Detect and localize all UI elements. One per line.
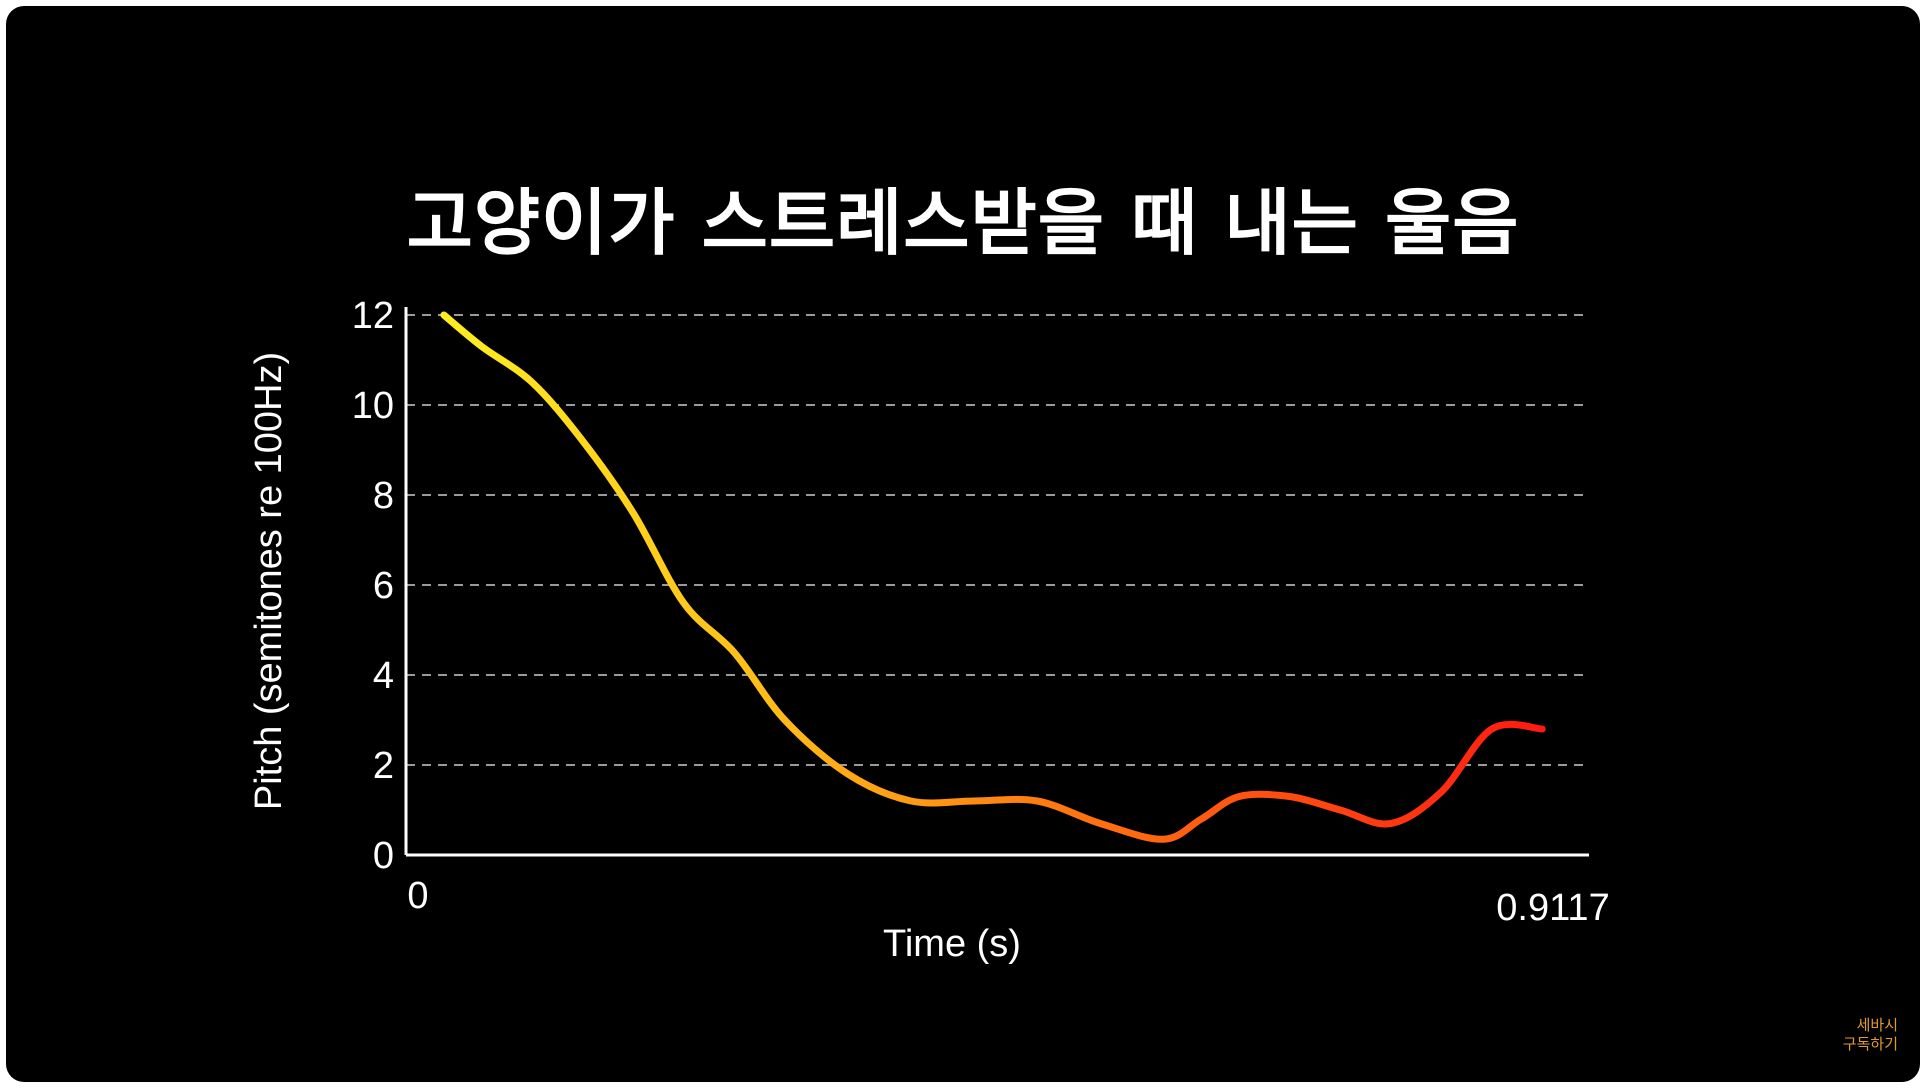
video-frame: 고양이가 스트레스받을 때 내는 울음 0 2 4 6 8 10 12 0 0.9117 T… — [6, 6, 1920, 1082]
chart-title: 고양이가 스트레스받을 때 내는 울음 — [406, 181, 1520, 265]
watermark-line-1: 세바시 — [1856, 1016, 1898, 1034]
y-axis-label: Pitch (semitones re 100Hz) — [248, 352, 290, 810]
y-tick-label-10: 10 — [352, 385, 394, 427]
y-tick-label-8: 8 — [373, 475, 394, 517]
subscribe-watermark[interactable]: 세바시 구독하기 — [1843, 1016, 1898, 1054]
y-tick-label-0: 0 — [373, 835, 394, 877]
y-tick-labels: 0 2 4 6 8 10 12 — [352, 295, 394, 877]
pitch-chart: 0 2 4 6 8 10 12 0 0.9117 Time (s) Pitch (semit… — [248, 295, 1610, 965]
x-tick-label-start: 0 — [407, 875, 428, 917]
series-line-pitch — [440, 311, 1546, 843]
y-tick-label-4: 4 — [373, 655, 394, 697]
y-tick-label-12: 12 — [352, 295, 394, 337]
y-tick-label-6: 6 — [373, 565, 394, 607]
y-tick-label-2: 2 — [373, 745, 394, 787]
x-axis-label: Time (s) — [883, 923, 1021, 965]
grid-lines — [406, 314, 1589, 766]
x-tick-label-end: 0.9117 — [1496, 887, 1609, 929]
watermark-line-2: 구독하기 — [1842, 1035, 1898, 1053]
